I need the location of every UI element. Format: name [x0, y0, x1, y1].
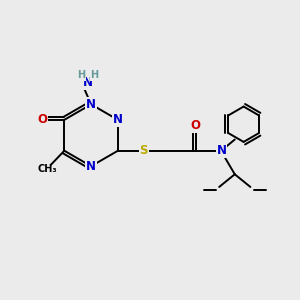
Text: N: N — [86, 98, 96, 111]
Text: N: N — [82, 76, 93, 89]
Text: O: O — [190, 118, 201, 132]
Text: CH₃: CH₃ — [38, 164, 57, 174]
Text: N: N — [217, 144, 226, 157]
Text: N: N — [113, 113, 123, 126]
Text: H: H — [91, 70, 99, 80]
Text: N: N — [86, 160, 96, 173]
Text: S: S — [140, 144, 148, 157]
Text: H: H — [77, 70, 85, 80]
Text: O: O — [38, 113, 47, 126]
